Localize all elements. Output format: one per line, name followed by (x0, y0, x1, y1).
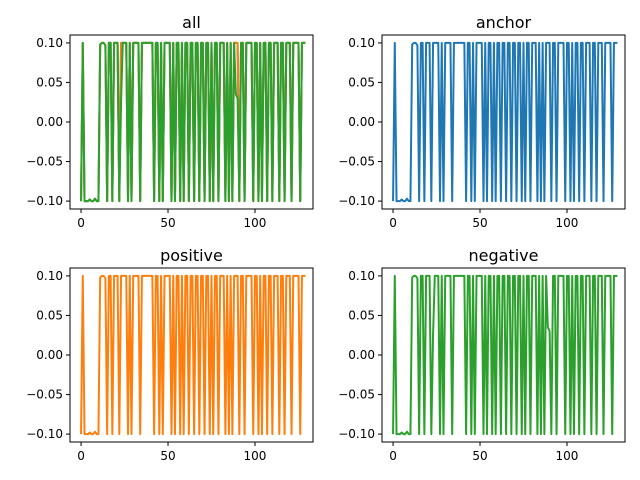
y-tick-label: 0.00 (348, 115, 375, 129)
y-tick-label: 0.05 (36, 308, 63, 322)
x-tick-label: 0 (77, 449, 85, 463)
y-tick-label: 0.00 (36, 115, 63, 129)
y-tick-label: 0.10 (348, 269, 375, 283)
x-tick-label: 100 (244, 449, 267, 463)
subplot-title: positive (160, 246, 223, 265)
y-tick-label: −0.05 (26, 388, 63, 402)
x-tick-label: 100 (556, 449, 579, 463)
series-line-negative (80, 41, 306, 203)
x-tick-label: 0 (77, 216, 85, 230)
subplot-title: anchor (476, 13, 532, 32)
y-tick-label: −0.05 (338, 155, 375, 169)
series-line-anchor (392, 41, 618, 203)
x-tick-label: 50 (472, 216, 487, 230)
y-tick-label: −0.05 (26, 155, 63, 169)
y-tick-label: 0.00 (36, 348, 63, 362)
y-tick-label: −0.10 (338, 194, 375, 208)
x-tick-label: 100 (556, 216, 579, 230)
y-tick-label: 0.10 (36, 269, 63, 283)
y-tick-label: 0.05 (348, 308, 375, 322)
series-group (80, 41, 306, 203)
x-tick-label: 0 (389, 449, 397, 463)
subplot-negative: 0 50 100 −0.10 −0.05 0.00 0.05 0.10 negative (338, 246, 626, 463)
subplot-anchor: 0 50 100 −0.10 −0.05 0.00 0.05 0.10 anchor (338, 13, 626, 230)
y-tick-label: 0.05 (348, 75, 375, 89)
y-tick-label: −0.10 (26, 194, 63, 208)
series-line-negative (392, 274, 618, 436)
subplot-title: all (182, 13, 201, 32)
series-line-positive (80, 274, 306, 436)
y-tick-label: 0.10 (348, 36, 375, 50)
y-tick-label: −0.10 (26, 427, 63, 441)
x-tick-label: 100 (244, 216, 267, 230)
y-tick-label: −0.05 (338, 388, 375, 402)
subplot-all: 0 50 100 −0.10 −0.05 0.00 0.05 0.10 all (26, 13, 314, 230)
series-group (392, 41, 618, 203)
y-tick-label: 0.05 (36, 75, 63, 89)
x-tick-label: 0 (389, 216, 397, 230)
x-tick-label: 50 (160, 449, 175, 463)
y-tick-label: 0.00 (348, 348, 375, 362)
subplot-positive: 0 50 100 −0.10 −0.05 0.00 0.05 0.10 positive (26, 246, 314, 463)
series-group (392, 274, 618, 436)
series-group (80, 274, 306, 436)
subplot-title: negative (469, 246, 539, 265)
y-tick-label: 0.10 (36, 36, 63, 50)
x-tick-label: 50 (472, 449, 487, 463)
y-tick-label: −0.10 (338, 427, 375, 441)
x-tick-label: 50 (160, 216, 175, 230)
